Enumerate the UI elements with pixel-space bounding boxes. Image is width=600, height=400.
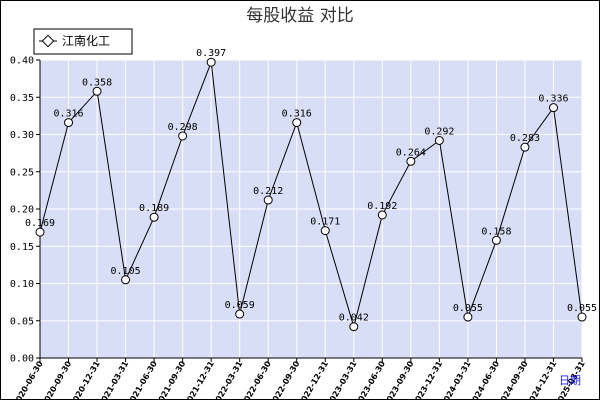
y-tick-label: 0.15 [10,242,34,253]
x-tick-label: 2020-09-30 [40,359,74,400]
data-label: 0.397 [196,48,226,59]
data-point [434,135,444,145]
data-point [320,226,330,236]
x-tick-label: 2023-09-30 [382,359,416,400]
data-point [292,118,302,128]
data-label: 0.298 [168,122,198,133]
data-label: 0.292 [424,126,454,137]
x-tick-label: 2022-09-30 [268,359,302,400]
data-label: 0.316 [282,109,312,120]
data-point [263,195,273,205]
data-label: 0.189 [139,203,169,214]
data-label: 0.158 [481,226,511,237]
y-tick-label: 0.30 [10,130,34,141]
data-label: 0.055 [453,303,483,314]
chart-title: 每股收益 对比 [246,6,353,26]
data-labels: 0.169 0.316 0.358 0.105 0.189 0.298 0.397 0.059… [25,48,597,323]
x-axis-unit-label: 日期 [559,374,581,387]
x-tick-label: 2023-03-31 [325,359,359,400]
data-point [64,118,74,128]
data-label: 0.171 [310,217,340,228]
x-tick-label: 2024-09-30 [496,359,530,400]
x-tick-label: 2022-06-30 [240,359,274,400]
data-label: 0.358 [82,77,112,88]
data-label: 0.042 [339,313,369,324]
x-tick-label: 2024-06-30 [468,359,502,400]
legend-marker-icon [41,34,55,48]
data-label: 0.212 [253,186,283,197]
data-label: 0.169 [25,218,55,229]
data-point [491,235,501,245]
data-point [121,275,131,285]
data-point [92,86,102,96]
x-tick-label: 2023-06-30 [354,359,388,400]
x-tick-label: 2021-12-31 [183,359,217,400]
data-point [548,103,558,113]
data-point [149,212,159,222]
data-point [35,227,45,237]
x-tick-label: 2021-09-30 [154,359,188,400]
data-point [520,142,530,152]
x-axis-ticks: 2020-06-302020-09-302020-12-312021-03-31… [11,358,587,400]
x-tick-label: 2024-03-31 [439,359,473,400]
data-label: 0.055 [567,303,597,314]
data-point [377,210,387,220]
y-tick-label: 0.25 [10,167,34,178]
x-tick-label: 2024-12-31 [525,359,559,400]
data-point [178,131,188,141]
data-label: 0.192 [367,201,397,212]
x-tick-label: 2021-06-30 [125,359,159,400]
data-point [206,57,216,67]
series-group [35,57,587,332]
y-tick-label: 0.35 [10,93,34,104]
legend-series-name: 江南化工 [62,33,110,48]
series-line [39,62,583,329]
x-tick-label: 2021-03-31 [97,359,131,400]
y-axis-ticks: 0.00 0.05 0.10 0.15 0.20 0.25 0.30 0.35 0.40 [10,56,40,365]
x-tick-label: 2020-06-30 [11,359,45,400]
y-tick-label: 0.40 [10,56,34,67]
x-tick-label: 2022-12-31 [297,359,331,400]
y-tick-label: 0.20 [10,205,34,216]
data-label: 0.336 [538,94,568,105]
y-tick-label: 0.00 [10,354,34,365]
data-label: 0.316 [53,109,83,120]
data-point [235,309,245,319]
data-point [349,322,359,332]
x-tick-label: 2023-12-31 [411,359,445,400]
data-label: 0.264 [396,147,426,158]
data-label: 0.059 [225,300,255,311]
x-tick-label: 2022-03-31 [211,359,245,400]
data-point [406,156,416,166]
data-label: 0.283 [510,133,540,144]
grid-lines [39,59,583,359]
y-tick-label: 0.10 [10,279,34,290]
data-point [463,312,473,322]
legend: 江南化工 [33,28,133,55]
x-tick-label: 2020-12-31 [68,359,102,400]
data-label: 0.105 [111,266,141,277]
y-tick-label: 0.05 [10,316,34,327]
data-point [577,312,587,322]
